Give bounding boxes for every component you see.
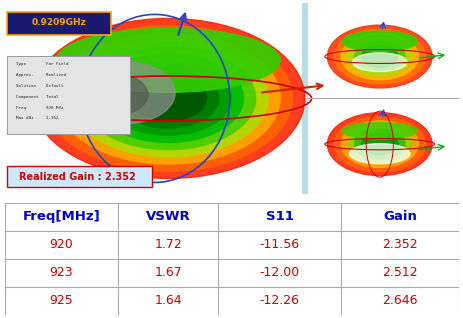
Text: VSWR: VSWR	[146, 210, 190, 223]
FancyBboxPatch shape	[7, 56, 130, 134]
Bar	[5, 259, 458, 287]
Ellipse shape	[93, 54, 243, 142]
Text: S11: S11	[265, 210, 293, 223]
Ellipse shape	[130, 76, 206, 121]
Ellipse shape	[106, 62, 231, 135]
Text: Realized Gain : 2.352: Realized Gain : 2.352	[19, 171, 136, 182]
Ellipse shape	[80, 74, 148, 115]
Text: Max dBi     2.352: Max dBi 2.352	[16, 116, 58, 121]
Text: 2.646: 2.646	[382, 294, 417, 307]
Bar	[302, 3, 307, 194]
Bar	[5, 231, 458, 259]
Text: 925: 925	[50, 294, 73, 307]
Text: Type        Far Field: Type Far Field	[16, 62, 69, 66]
Text: Approx.     Realized: Approx. Realized	[16, 73, 66, 77]
FancyBboxPatch shape	[7, 166, 152, 187]
Ellipse shape	[361, 133, 397, 155]
Ellipse shape	[361, 45, 397, 67]
Bar	[5, 287, 458, 315]
Text: 0.9209GHz: 0.9209GHz	[32, 18, 87, 27]
Text: 1.72: 1.72	[154, 238, 182, 251]
Ellipse shape	[354, 129, 404, 159]
Ellipse shape	[327, 113, 431, 176]
Ellipse shape	[341, 31, 417, 51]
Text: Solution    Default: Solution Default	[16, 84, 63, 88]
Bar	[5, 203, 458, 231]
Text: 2.512: 2.512	[382, 266, 417, 279]
Ellipse shape	[352, 53, 406, 72]
Ellipse shape	[56, 33, 280, 164]
Text: 923: 923	[50, 266, 73, 279]
Ellipse shape	[70, 61, 175, 124]
Ellipse shape	[333, 117, 425, 171]
Text: Gain: Gain	[382, 210, 416, 223]
Text: -12.00: -12.00	[259, 266, 299, 279]
FancyBboxPatch shape	[7, 12, 111, 35]
Ellipse shape	[349, 144, 409, 164]
Text: 1.67: 1.67	[154, 266, 182, 279]
Ellipse shape	[341, 123, 417, 139]
Ellipse shape	[32, 18, 304, 178]
Ellipse shape	[118, 69, 219, 128]
Text: 920: 920	[50, 238, 73, 251]
Text: -11.56: -11.56	[259, 238, 299, 251]
Text: Freq        920 MHz: Freq 920 MHz	[16, 106, 63, 110]
Text: -12.26: -12.26	[259, 294, 299, 307]
Ellipse shape	[327, 25, 431, 88]
Ellipse shape	[333, 29, 425, 84]
Ellipse shape	[354, 41, 404, 72]
Ellipse shape	[56, 28, 280, 92]
Ellipse shape	[44, 26, 292, 171]
Ellipse shape	[347, 125, 411, 163]
Text: Component   Total: Component Total	[16, 95, 58, 99]
Ellipse shape	[340, 121, 418, 167]
Ellipse shape	[81, 47, 255, 150]
Ellipse shape	[340, 33, 418, 80]
Ellipse shape	[347, 37, 411, 76]
Ellipse shape	[69, 40, 267, 157]
Text: 1.64: 1.64	[154, 294, 182, 307]
Text: 2.352: 2.352	[382, 238, 417, 251]
Text: Freq[MHz]: Freq[MHz]	[23, 210, 100, 223]
